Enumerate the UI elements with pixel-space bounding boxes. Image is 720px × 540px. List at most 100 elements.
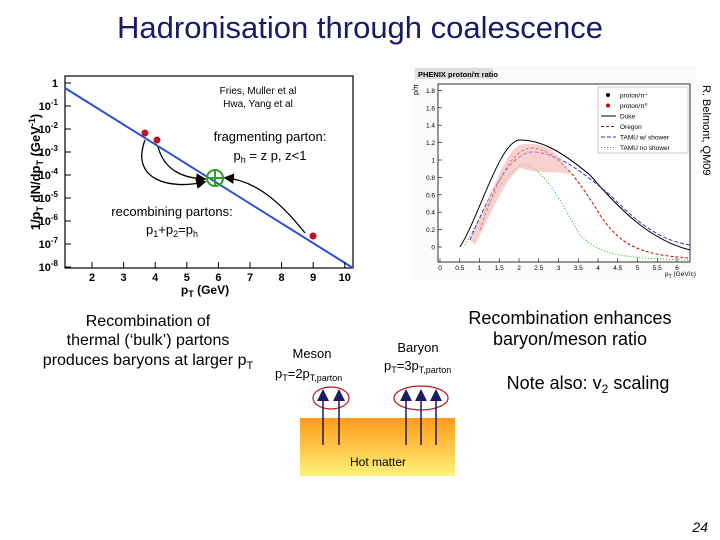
author-note: Fries, Muller et al: [220, 86, 297, 97]
hot-matter-label: Hot matter: [350, 455, 406, 469]
legend-box: [597, 86, 689, 154]
x-tick-label: 4: [596, 265, 600, 272]
band: [470, 143, 570, 245]
arrow: [141, 139, 207, 189]
tick-exp: -2: [51, 121, 59, 130]
x-tick-label: 3.5: [574, 265, 583, 272]
tick-base: 10: [39, 124, 51, 136]
tick-exp: -6: [51, 213, 59, 222]
y-tick-label: 0.8: [426, 175, 435, 182]
text-line: produces baryons at larger pT: [43, 352, 254, 372]
x-tick-label: 1: [478, 265, 482, 272]
legend-label: TAMU no shower: [620, 145, 671, 152]
meson-ellipse: [312, 386, 350, 410]
y-tick-label: 10-6: [39, 213, 59, 228]
parton-dot: [309, 232, 317, 240]
text-line: thermal (‘bulk’) partons: [67, 332, 230, 349]
y-tick-label: 10-1: [39, 98, 59, 113]
y-tick-label: 10-5: [39, 190, 59, 205]
x-tick-label: 5.5: [653, 265, 662, 272]
meson-formula: pT=2pT,parton: [275, 366, 342, 383]
y-tick-label: 10-4: [39, 167, 59, 182]
text-line: Recombination of: [86, 313, 211, 330]
tick-exp: -8: [51, 259, 59, 268]
legend-label: Duke: [620, 114, 636, 121]
text-line: baryon/meson ratio: [493, 329, 647, 349]
y-tick-label: 10-8: [39, 259, 59, 274]
x-tick-label: 0: [438, 265, 442, 272]
annotation: p1+p2=ph: [146, 222, 198, 239]
y-tick-label: 0.4: [426, 210, 435, 217]
y-axis-label: p/π: [413, 84, 420, 95]
tick-exp: -4: [51, 167, 59, 176]
tick-base: 10: [39, 216, 51, 228]
duke-curve: [459, 139, 691, 251]
x-tick-label: 7: [247, 272, 253, 284]
legend-label: Oregon: [620, 124, 642, 131]
y-tick-label: 10-3: [39, 144, 59, 159]
arrow: [157, 146, 207, 184]
x-tick-label: 2: [89, 272, 95, 284]
right-plot: PHENIX proton/π ratio proton/π⁺ proton/π⁰…: [412, 66, 696, 280]
legend-label: TAMU w/ shower: [620, 135, 670, 142]
author-note: Hwa, Yang et al: [223, 99, 293, 110]
y-tick-label: 1.8: [426, 88, 435, 95]
x-tick-label: 8: [279, 272, 285, 284]
annotation: fragmenting parton:: [214, 129, 327, 144]
y-tick-label: 1: [431, 158, 435, 165]
x-tick-label: 2.5: [534, 265, 543, 272]
tick-base: 10: [39, 239, 51, 251]
x-tick-label: 5: [636, 265, 640, 272]
x-tick-label: 4.5: [613, 265, 622, 272]
x-tick-label: 2: [517, 265, 521, 272]
tick-exp: -3: [51, 144, 59, 153]
note: Note also: v2 scaling: [507, 373, 670, 396]
y-tick-label: 1.2: [426, 140, 435, 147]
y-tick-label: 0: [431, 245, 435, 252]
left-plot: Fries, Muller et al Hwa, Yang et al frag…: [27, 75, 354, 299]
page-number: 24: [691, 519, 708, 535]
annotation: recombining partons:: [111, 204, 232, 219]
tick-base: 10: [39, 193, 51, 205]
tick-base: 10: [39, 262, 51, 274]
parton-dot: [141, 129, 149, 137]
baryon-label: Baryon: [397, 340, 438, 355]
legend-marker: [606, 93, 610, 97]
hot-matter: [300, 418, 455, 476]
x-axis-label: pT (GeV/c): [665, 271, 696, 280]
x-tick-label: 3: [121, 272, 127, 284]
plot-frame: [64, 75, 354, 269]
y-tick-label: 1.6: [426, 105, 435, 112]
x-tick-label: 3: [557, 265, 561, 272]
x-tick-label: 5: [184, 272, 190, 284]
oregon-curve: [479, 147, 691, 259]
arrow: [223, 173, 306, 234]
x-tick-label: 6: [215, 272, 221, 284]
plot-title: PHENIX proton/π ratio: [418, 70, 498, 79]
y-tick-label: 10-2: [39, 121, 59, 136]
baryon-formula: pT=3pT,parton: [384, 358, 451, 375]
tick-base: 10: [39, 147, 51, 159]
y-axis-label: 1/pT dN/dpT (GeV-1): [27, 114, 45, 231]
title-box: [415, 68, 493, 79]
tick-exp: -5: [51, 190, 59, 199]
annotation: ph = z p, z<1: [234, 148, 307, 165]
credit: R. Belmont, QM09: [700, 85, 712, 175]
legend-label: proton/π⁰: [620, 102, 648, 110]
x-tick-label: 6: [675, 265, 679, 272]
parton-dot: [153, 136, 161, 144]
y-tick-label: 1.4: [426, 123, 435, 130]
x-tick-label: 1.5: [495, 265, 504, 272]
tick-exp: -7: [51, 236, 59, 245]
y-tick-label: 0.2: [426, 227, 435, 234]
tick-base: 10: [39, 170, 51, 182]
y-tick-label: 0.6: [426, 192, 435, 199]
tick-base: 10: [39, 101, 51, 113]
y-tick-label: 1: [52, 78, 58, 90]
x-tick-label: 4: [152, 272, 159, 284]
y-tick-label: 10-7: [39, 236, 59, 251]
legend-marker: [606, 103, 610, 108]
slide-title: Hadronisation through coalescence: [117, 10, 603, 45]
x-tick-label: 9: [310, 272, 316, 284]
